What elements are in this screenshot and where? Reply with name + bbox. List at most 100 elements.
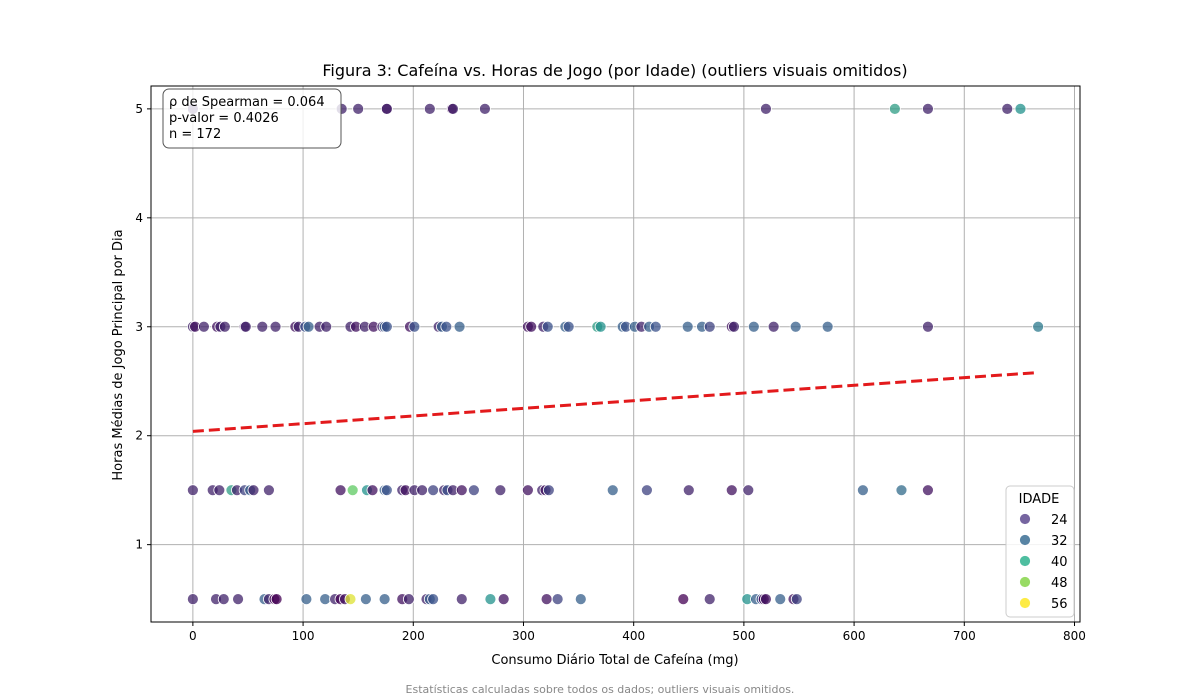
legend-label: 24 — [1051, 513, 1068, 528]
data-point — [742, 484, 755, 497]
data-point — [256, 320, 269, 333]
data-point — [378, 593, 391, 606]
data-point — [427, 484, 440, 497]
data-point — [352, 102, 365, 115]
data-point — [790, 593, 803, 606]
legend-title: IDADE — [1019, 492, 1060, 507]
data-point — [239, 320, 252, 333]
data-point — [760, 593, 772, 606]
data-point — [767, 320, 780, 333]
data-point — [263, 484, 275, 497]
data-point — [359, 593, 372, 606]
footnote: Estatísticas calculadas sobre todos os d… — [405, 683, 795, 696]
data-point — [186, 484, 199, 497]
data-point — [1032, 320, 1045, 333]
x-tick-label: 300 — [512, 629, 535, 643]
x-tick-label: 0 — [189, 629, 197, 643]
data-point — [455, 484, 468, 497]
grid-lines — [151, 86, 1080, 622]
legend-label: 56 — [1051, 597, 1068, 612]
x-tick-label: 400 — [622, 629, 645, 643]
data-point — [427, 593, 440, 606]
data-point — [542, 484, 555, 497]
legend-marker — [1019, 534, 1031, 546]
data-point — [218, 320, 231, 333]
statistics-box: ρ de Spearman = 0.064 p-valor = 0.4026 n… — [162, 88, 342, 149]
data-point — [186, 593, 199, 606]
data-point — [344, 593, 357, 606]
legend-label: 40 — [1051, 555, 1068, 570]
x-tick-label: 100 — [292, 629, 315, 643]
data-point — [269, 320, 282, 333]
data-point — [922, 102, 934, 115]
data-point — [574, 593, 587, 606]
data-point — [217, 593, 230, 606]
data-point — [888, 102, 901, 115]
data-point — [551, 593, 564, 606]
data-point — [594, 320, 607, 333]
y-tick-label: 1 — [135, 538, 143, 552]
scatter-points — [186, 102, 1045, 606]
data-point — [484, 593, 497, 606]
data-point — [525, 320, 538, 333]
data-point — [366, 484, 379, 497]
data-point — [681, 320, 694, 333]
data-point — [540, 593, 553, 606]
data-point — [677, 593, 690, 606]
data-point — [455, 593, 468, 606]
data-point — [300, 593, 313, 606]
data-point — [423, 102, 436, 115]
data-point — [334, 484, 347, 497]
data-point — [521, 484, 534, 497]
data-point — [270, 593, 283, 606]
data-point — [380, 320, 393, 333]
data-point — [641, 484, 653, 497]
data-point — [197, 320, 210, 333]
data-point — [682, 484, 695, 497]
stats-p-value: p-valor = 0.4026 — [169, 111, 279, 126]
data-point — [649, 320, 662, 333]
trend-line-layer — [192, 371, 1039, 433]
data-point — [319, 593, 332, 606]
x-axis-label: Consumo Diário Total de Cafeína (mg) — [491, 653, 738, 668]
x-tick-label: 700 — [953, 629, 976, 643]
data-point — [453, 320, 466, 333]
data-point — [320, 320, 333, 333]
data-point — [821, 320, 834, 333]
data-point — [703, 320, 716, 333]
data-point — [895, 484, 908, 497]
legend-marker — [1019, 513, 1031, 525]
y-tick-label: 2 — [135, 429, 143, 443]
data-point — [213, 484, 226, 497]
data-point — [728, 320, 740, 333]
data-point — [232, 593, 244, 606]
plot-frame — [150, 85, 1081, 623]
data-point — [440, 320, 453, 333]
data-point — [922, 484, 934, 497]
y-tick-label: 4 — [135, 211, 143, 225]
data-point — [247, 484, 260, 497]
data-point — [541, 320, 554, 333]
data-point — [416, 484, 428, 497]
legend-marker — [1019, 576, 1031, 588]
x-tick-label: 800 — [1063, 629, 1086, 643]
trend-line — [192, 371, 1039, 433]
x-tick-label: 200 — [402, 629, 425, 643]
data-point — [447, 102, 459, 115]
data-point — [725, 484, 738, 497]
data-point — [774, 593, 787, 606]
data-point — [760, 102, 772, 115]
data-point — [789, 320, 802, 333]
data-point — [922, 320, 934, 333]
data-point — [606, 484, 619, 497]
data-point — [494, 484, 507, 497]
data-point — [562, 320, 575, 333]
data-point — [497, 593, 510, 606]
y-tick-label: 5 — [135, 102, 143, 116]
legend-label: 48 — [1051, 576, 1068, 591]
data-point — [380, 484, 393, 497]
x-tick-label: 500 — [732, 629, 755, 643]
data-point — [408, 320, 421, 333]
data-point — [1014, 102, 1027, 115]
